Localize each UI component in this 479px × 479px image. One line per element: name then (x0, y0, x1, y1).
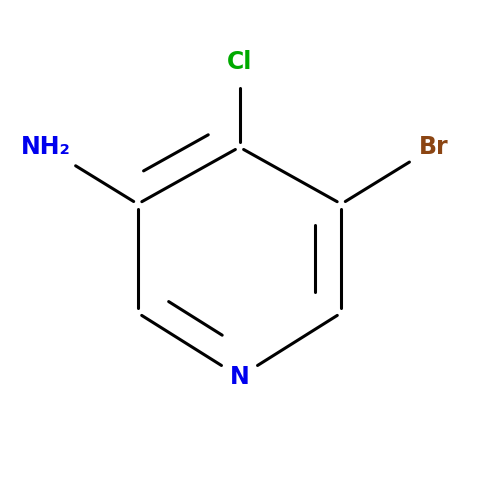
Text: Cl: Cl (227, 50, 252, 74)
Text: NH₂: NH₂ (21, 135, 70, 159)
Text: Br: Br (419, 135, 448, 159)
Text: N: N (229, 365, 250, 389)
